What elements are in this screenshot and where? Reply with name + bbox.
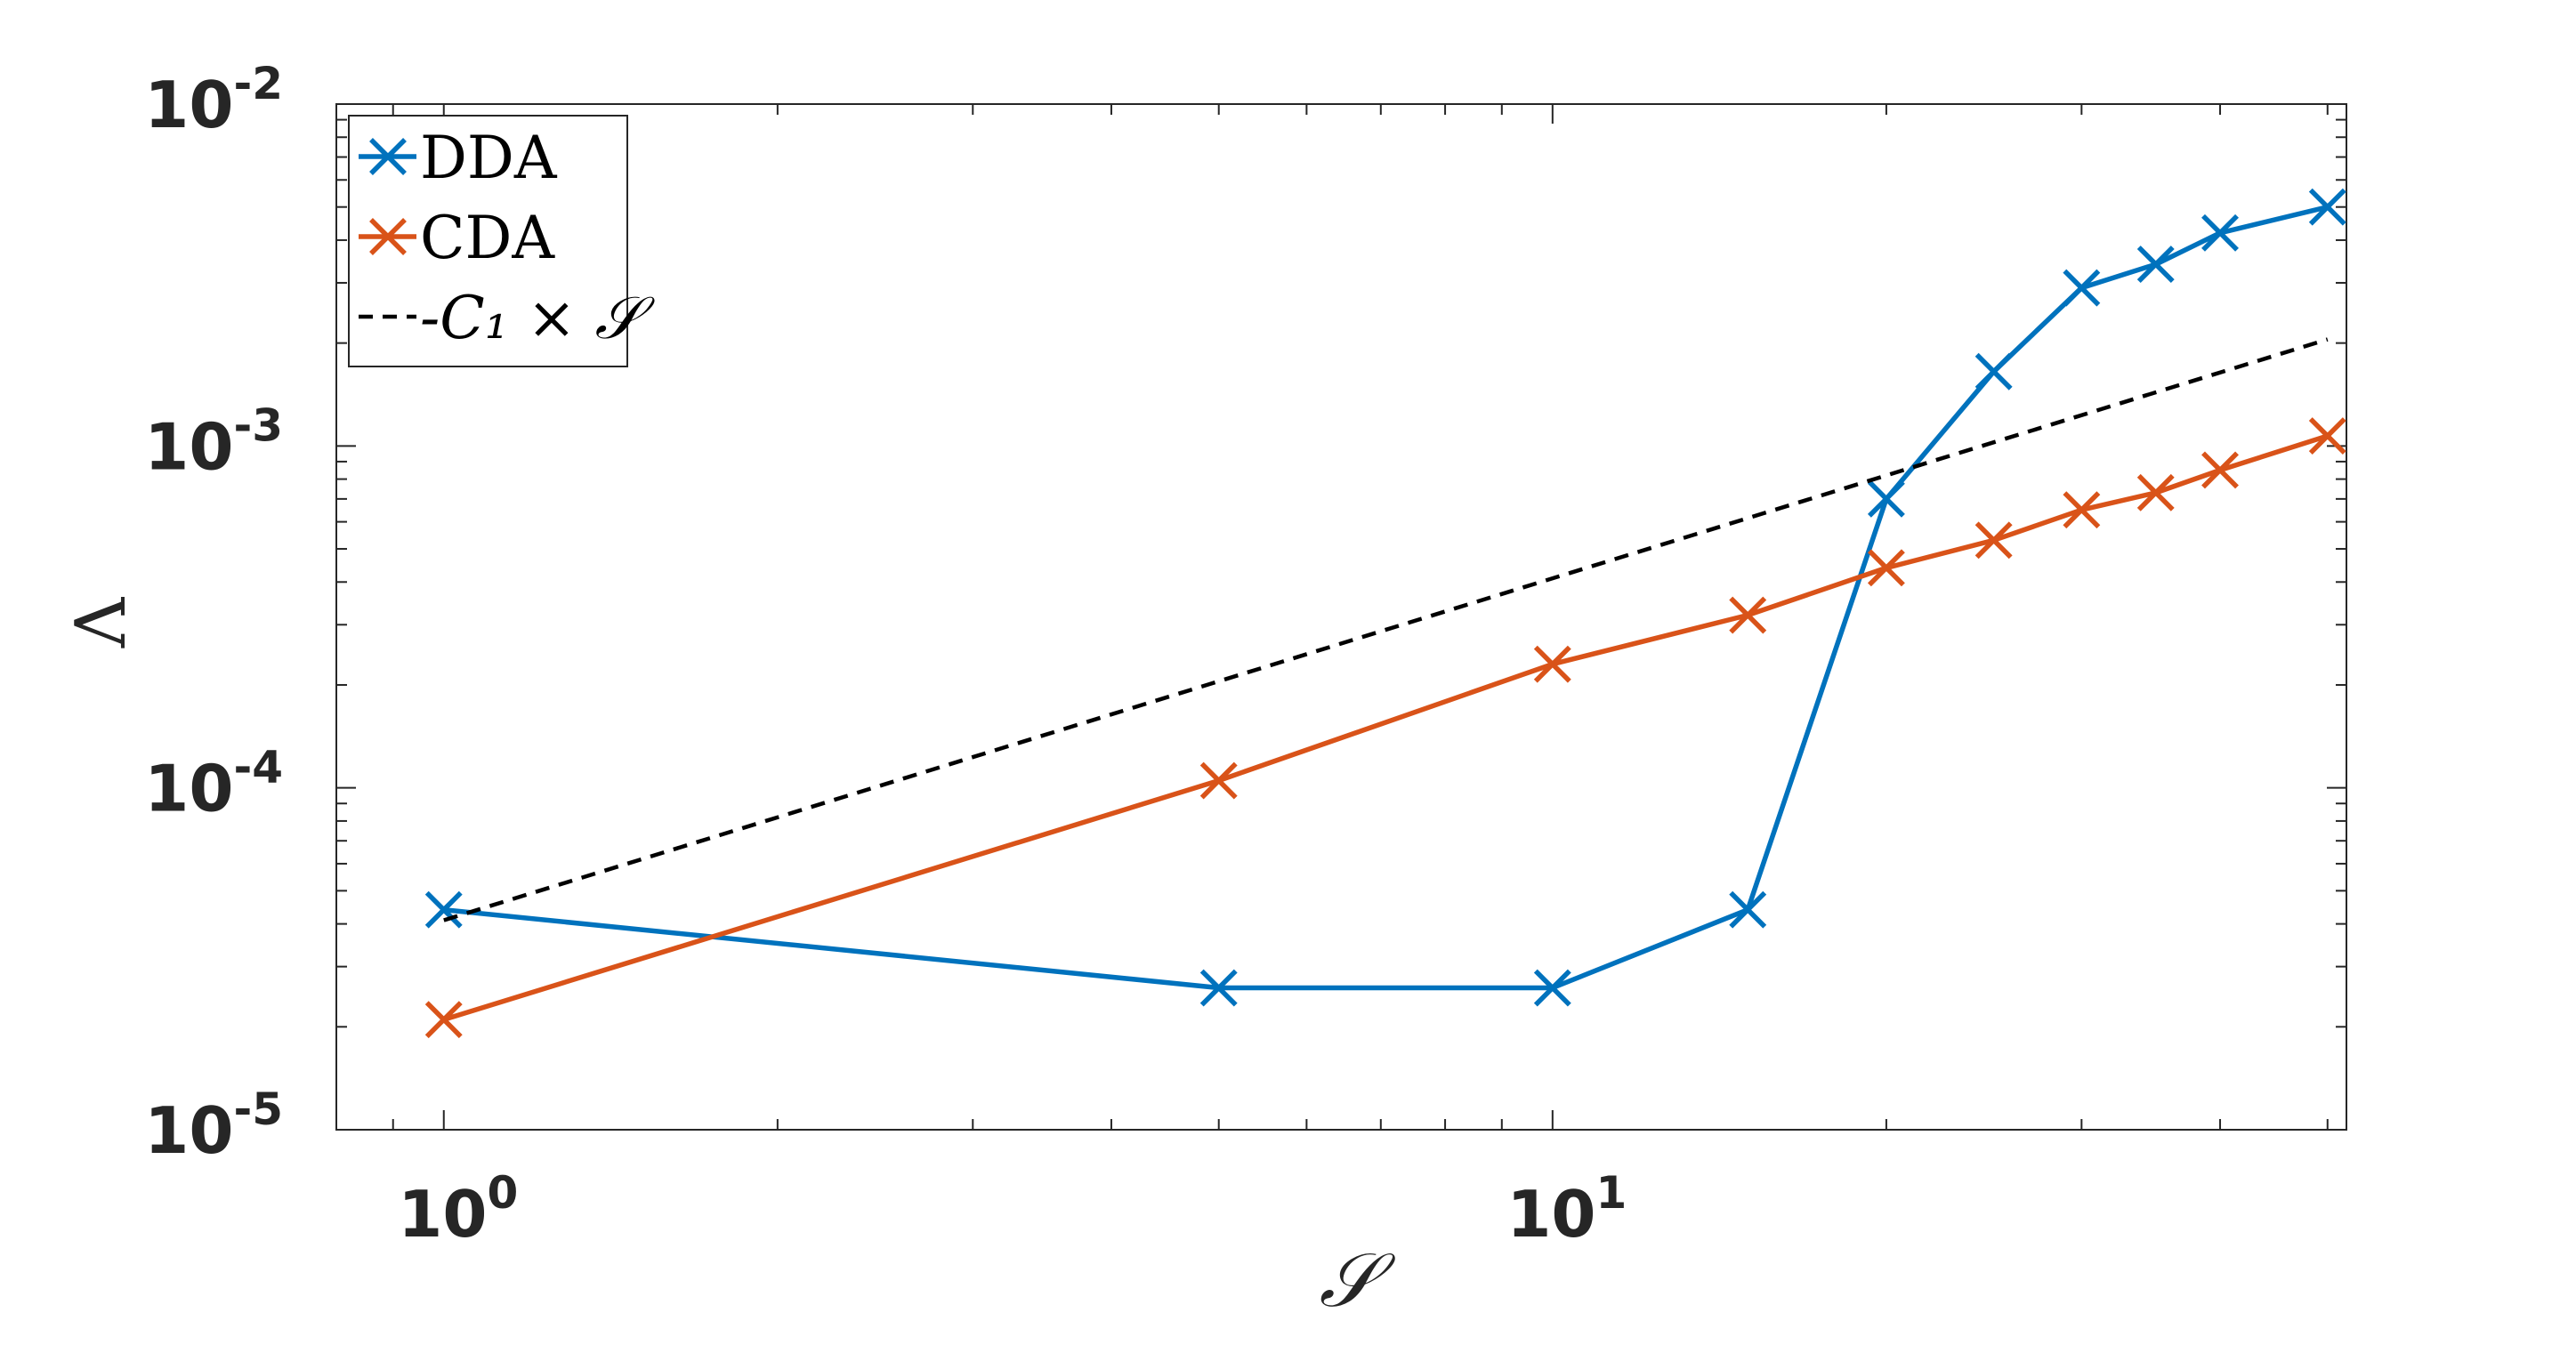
plot-area xyxy=(335,103,2347,1131)
legend-label-1: CDA xyxy=(420,204,555,272)
data-point xyxy=(1533,969,1571,1007)
data-point xyxy=(1729,596,1767,634)
data-marker-stroke xyxy=(424,890,463,929)
data-point xyxy=(2136,473,2175,511)
legend-label-2: -C₁ × 𝒮 xyxy=(420,284,656,352)
legend-marker-stroke xyxy=(369,138,407,175)
data-marker-stroke xyxy=(1867,549,1905,587)
y-axis-label: Λ xyxy=(61,596,141,648)
data-point xyxy=(1867,549,1905,587)
data-marker-stroke xyxy=(2136,473,2175,511)
axis-ticks xyxy=(335,103,2346,1131)
data-point xyxy=(1199,969,1238,1007)
data-marker-stroke xyxy=(1533,969,1571,1007)
data-marker-stroke xyxy=(2063,491,2101,529)
data-marker-stroke xyxy=(1199,761,1238,800)
data-marker-stroke xyxy=(1867,479,1905,518)
data-point xyxy=(1974,352,2013,391)
data-point xyxy=(1729,890,1767,929)
series-line-0 xyxy=(443,205,2329,991)
x-tick-label: 101 xyxy=(1506,1167,1627,1252)
data-marker-stroke xyxy=(1199,969,1238,1007)
y-tick-label: 10-3 xyxy=(144,399,283,484)
data-marker-stroke xyxy=(1974,352,2013,391)
data-point xyxy=(424,1001,463,1039)
data-marker-stroke xyxy=(1729,890,1767,929)
legend: DDA CDA -C₁ × 𝒮 xyxy=(348,115,656,367)
series-line-1 xyxy=(442,433,2329,1022)
series-layer xyxy=(424,188,2346,1039)
data-point xyxy=(1867,479,1905,518)
data-point xyxy=(424,890,463,929)
data-point xyxy=(2201,213,2239,252)
data-marker-stroke xyxy=(2308,188,2346,226)
y-tick-label: 10-5 xyxy=(144,1083,283,1168)
data-point xyxy=(1533,645,1571,683)
tick-labels: 100 101 10-5 10-4 10-3 10-2 xyxy=(144,58,1627,1252)
data-point xyxy=(2136,246,2175,284)
series-line-2 xyxy=(443,337,2329,922)
data-point xyxy=(2063,491,2101,529)
data-point xyxy=(1199,761,1238,800)
data-point xyxy=(2308,417,2346,455)
data-marker-stroke xyxy=(1974,521,2013,560)
data-marker-stroke xyxy=(2308,417,2346,455)
data-point xyxy=(1974,521,2013,560)
data-marker-stroke xyxy=(1729,596,1767,634)
legend-marker-stroke xyxy=(369,218,407,255)
y-tick-label: 10-2 xyxy=(144,58,283,142)
data-marker-stroke xyxy=(2201,213,2239,252)
data-marker-stroke xyxy=(424,1001,463,1039)
plot-frame xyxy=(335,103,2347,1131)
data-point xyxy=(2308,188,2346,226)
data-point xyxy=(2201,451,2239,489)
data-point xyxy=(2063,269,2101,307)
x-tick-label: 100 xyxy=(398,1167,518,1252)
y-tick-label: 10-4 xyxy=(144,742,283,826)
data-marker-stroke xyxy=(2201,451,2239,489)
data-marker-stroke xyxy=(1533,645,1571,683)
data-marker-stroke xyxy=(2136,246,2175,284)
legend-label-0: DDA xyxy=(420,124,558,192)
data-marker-stroke xyxy=(2063,269,2101,307)
